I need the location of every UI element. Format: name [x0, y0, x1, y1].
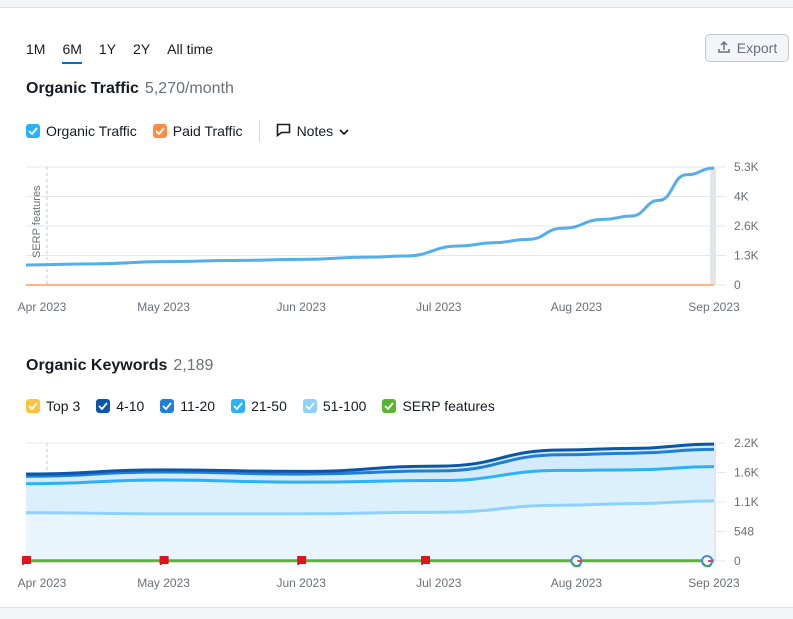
notes-label: Notes [296, 123, 334, 139]
legend-serp-features[interactable]: SERP features [382, 398, 495, 414]
x-tick-label: Jun 2023 [277, 300, 327, 314]
x-tick-label: Sep 2023 [688, 300, 740, 314]
series-organic-traffic [25, 166, 715, 267]
x-tick-label: Aug 2023 [551, 576, 603, 590]
legend-label: 4-10 [116, 398, 145, 414]
keywords-title: Organic Keywords [26, 357, 168, 374]
y-tick-label: 1.6K [734, 466, 759, 480]
y-tick-label: 0 [734, 278, 741, 292]
legend-label: SERP features [402, 398, 495, 414]
x-tick-label: Apr 2023 [18, 576, 67, 590]
x-tick-label: Aug 2023 [551, 300, 603, 314]
legend-label: 21-50 [251, 398, 287, 414]
keywords-value: 2,189 [173, 357, 214, 374]
note-icon [276, 123, 291, 140]
checkbox-checked-icon [382, 399, 397, 413]
y-tick-label: 1.3K [734, 249, 759, 263]
x-tick-label: May 2023 [137, 300, 190, 314]
y-tick-label: 4K [734, 190, 749, 204]
series-11-20 [25, 447, 715, 478]
period-all-time[interactable]: All time [167, 41, 214, 57]
serp-features-label: SERP features [31, 185, 43, 258]
legend-21-50[interactable]: 21-50 [231, 398, 287, 414]
period-selector: 1M 6M 1Y 2Y All time [26, 41, 230, 64]
legend-organic-traffic[interactable]: Organic Traffic [26, 123, 137, 139]
series-21-50 [25, 465, 715, 486]
legend-51-100[interactable]: 51-100 [302, 398, 367, 414]
y-tick-label: 1.1K [734, 495, 759, 509]
organic-traffic-chart[interactable]: 0 1.3K 2.6K 4K 5.3K Apr 2023 May 2023 Jun 2023 J… [0, 8, 793, 328]
checkbox-checked-icon [26, 399, 40, 413]
series-4-10 [25, 442, 715, 476]
checkbox-checked-icon [96, 399, 111, 413]
export-label: Export [736, 40, 778, 56]
legend-top-3[interactable]: Top 3 [26, 398, 80, 414]
x-tick-label: Apr 2023 [18, 300, 67, 314]
legend-divider [258, 120, 260, 142]
flag-icon [297, 556, 307, 565]
legend-label: 51-100 [322, 398, 367, 414]
series-51-100 [25, 499, 715, 516]
traffic-title: Organic Traffic [26, 80, 139, 97]
area-51-100 [26, 500, 714, 561]
y-tick-label: 5.3K [734, 160, 759, 174]
traffic-legend: Organic Traffic Paid Traffic Notes [26, 120, 349, 142]
x-tick-label: Jun 2023 [277, 576, 327, 590]
x-tick-label: May 2023 [137, 576, 190, 590]
y-tick-label: 2.6K [734, 219, 759, 233]
legend-label: Organic Traffic [46, 123, 137, 139]
x-tick-label: Sep 2023 [688, 576, 740, 590]
dashboard-card: 1M 6M 1Y 2Y All time Export Organic Traf… [0, 7, 793, 608]
x-tick-label: Jul 2023 [416, 300, 462, 314]
y-tick-label: 548 [734, 525, 754, 539]
period-1m[interactable]: 1M [26, 41, 46, 57]
flag-icon [159, 556, 169, 565]
y-tick-label: 0 [734, 554, 741, 568]
checkbox-checked-icon [26, 124, 40, 138]
notes-dropdown[interactable]: Notes [276, 123, 350, 140]
checkbox-checked-icon [302, 399, 317, 413]
period-2y[interactable]: 2Y [133, 41, 151, 57]
google-icon [570, 555, 583, 568]
traffic-value: 5,270/month [144, 80, 234, 97]
upload-icon [717, 40, 731, 57]
legend-label: 11-20 [180, 398, 216, 414]
period-6m[interactable]: 6M [62, 41, 82, 64]
legend-11-20[interactable]: 11-20 [160, 398, 215, 414]
chevron-down-icon [339, 123, 349, 139]
traffic-title-row: Organic Traffic 5,270/month [26, 80, 234, 98]
legend-label: Paid Traffic [172, 123, 243, 139]
x-tick-label: Jul 2023 [416, 576, 462, 590]
legend-label: Top 3 [46, 398, 81, 414]
legend-paid-traffic[interactable]: Paid Traffic [152, 123, 243, 139]
checkbox-checked-icon [160, 399, 175, 413]
keywords-title-row: Organic Keywords 2,189 [26, 357, 213, 375]
keywords-legend: Top 3 4-10 11-20 21-50 51-100 SERP featu… [26, 398, 511, 414]
organic-keywords-chart[interactable]: 0 548 1.1K 1.6K 2.2K Apr 2023 May 2023 Jun 2023… [0, 8, 793, 608]
checkbox-checked-icon [231, 399, 246, 413]
y-tick-label: 2.2K [734, 436, 759, 450]
checkbox-checked-icon [152, 124, 167, 138]
flag-icon [22, 556, 31, 565]
legend-4-10[interactable]: 4-10 [96, 398, 144, 414]
google-icon [701, 555, 714, 568]
flag-icon [421, 556, 431, 565]
period-1y[interactable]: 1Y [98, 41, 117, 57]
current-period-strip [710, 167, 716, 285]
export-button[interactable]: Export [705, 34, 789, 62]
